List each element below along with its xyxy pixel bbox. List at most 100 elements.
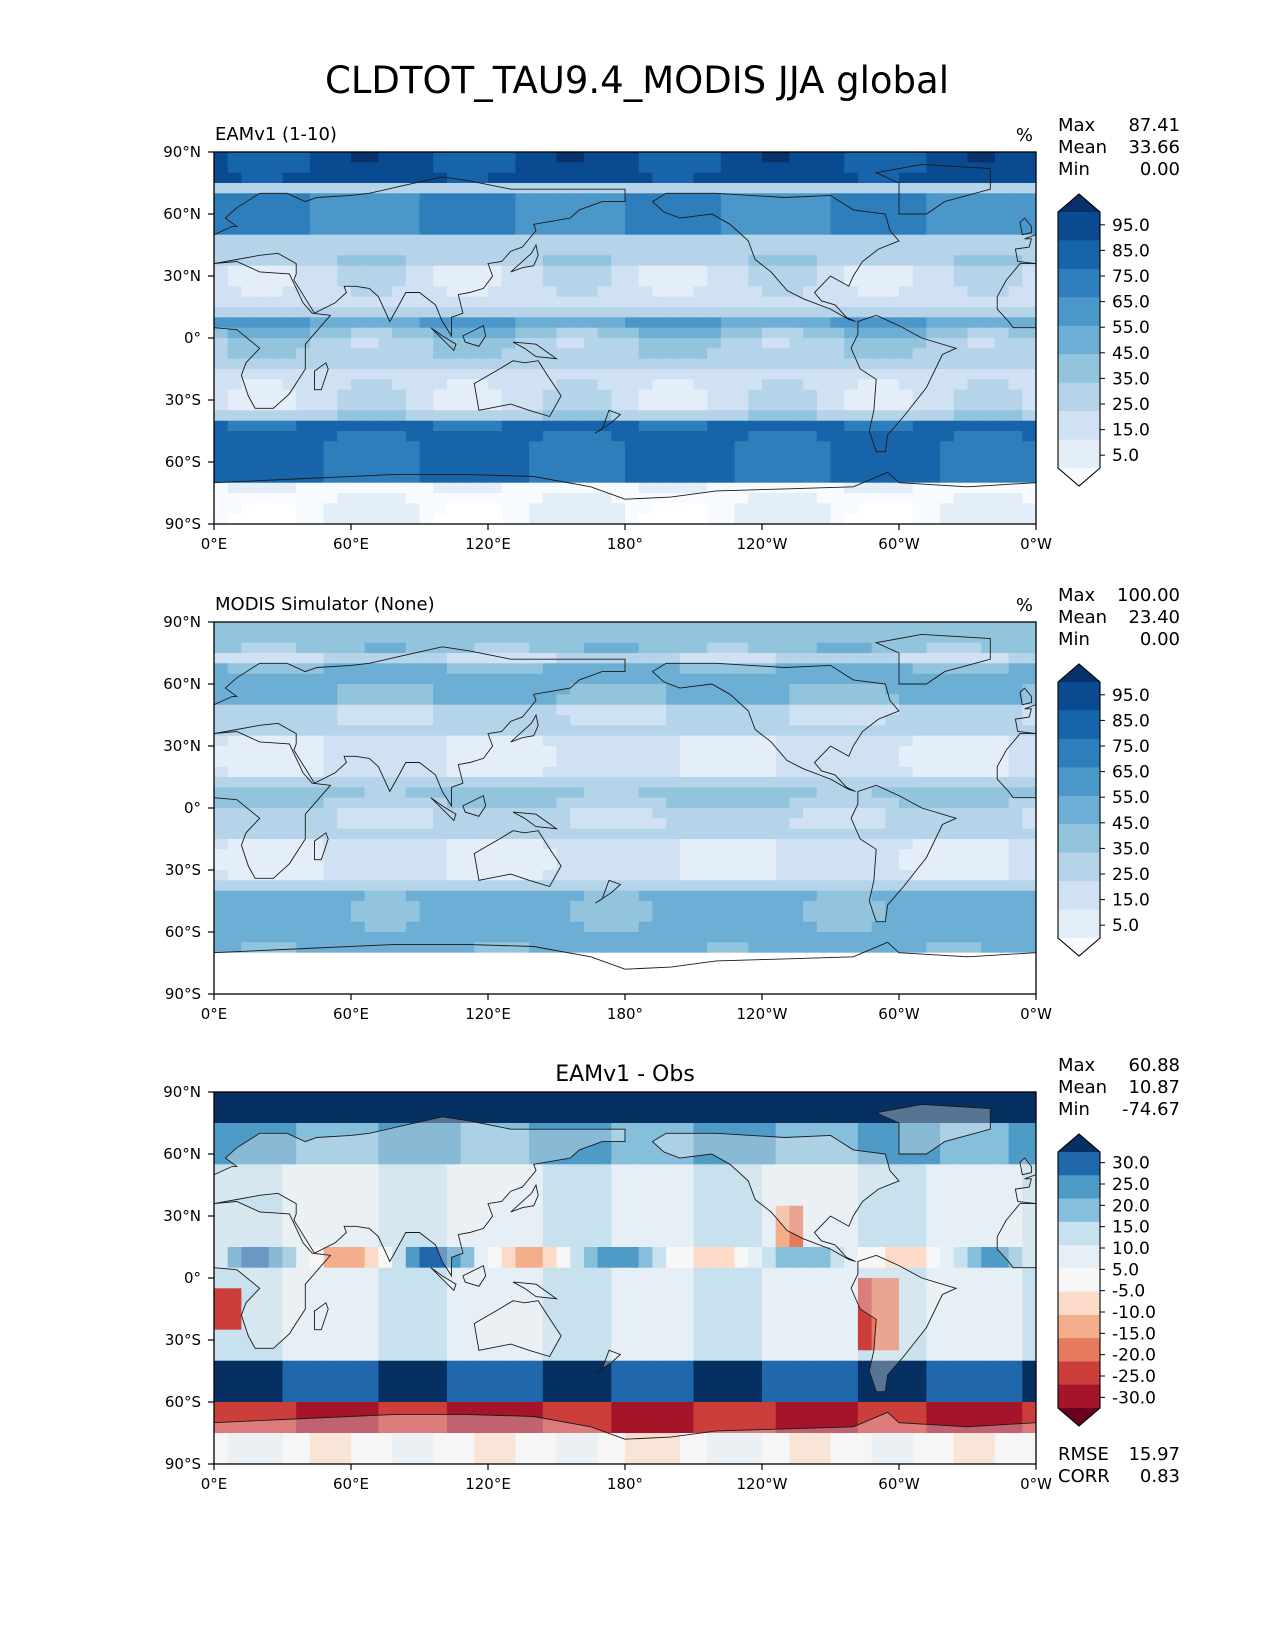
field-cell	[775, 317, 790, 329]
field-cell	[994, 214, 1010, 225]
field-cell	[734, 338, 749, 349]
field-cell	[625, 704, 640, 716]
field-cell	[803, 493, 818, 504]
field-cell	[707, 348, 722, 360]
field-cell	[515, 183, 530, 194]
field-cell	[419, 482, 434, 494]
field-cell	[419, 410, 434, 422]
field-cell	[214, 327, 229, 339]
field-cell	[981, 890, 996, 902]
field-cell	[625, 746, 640, 757]
colorbar-label: 85.0	[1112, 241, 1150, 261]
field-cell	[981, 797, 996, 809]
field-cell	[419, 152, 434, 163]
field-cell	[912, 818, 927, 830]
field-cell	[720, 451, 736, 463]
field-cell	[816, 704, 832, 716]
field-cell	[364, 942, 379, 954]
field-cell	[666, 963, 681, 974]
field-cell	[926, 715, 941, 726]
field-cell	[1022, 431, 1036, 442]
field-cell	[296, 358, 311, 370]
field-cell	[488, 684, 503, 695]
stat-value: 23.40	[1128, 607, 1180, 628]
field-cell	[282, 214, 297, 225]
field-cell	[693, 441, 708, 453]
colorbar-swatch	[1058, 382, 1100, 412]
field-cell	[871, 1164, 886, 1176]
field-cell	[830, 296, 845, 308]
field-cell	[446, 952, 462, 964]
field-cell	[351, 245, 366, 256]
field-cell	[515, 307, 530, 318]
field-cell	[707, 307, 722, 318]
field-cell	[748, 983, 763, 994]
field-cell	[378, 735, 393, 747]
field-cell	[871, 224, 886, 236]
field-cell	[255, 276, 270, 287]
field-cell	[707, 317, 722, 329]
field-cell	[899, 482, 914, 494]
field-cell	[556, 203, 571, 215]
field-cell	[693, 756, 708, 768]
field-cell	[981, 1123, 996, 1134]
field-cell	[488, 389, 503, 401]
field-cell	[748, 787, 763, 799]
field-cell	[323, 828, 338, 840]
field-cell	[940, 348, 955, 360]
field-cell	[885, 715, 900, 726]
field-cell	[857, 482, 873, 494]
field-cell	[446, 932, 462, 943]
field-cell	[433, 203, 448, 215]
field-cell	[570, 296, 585, 308]
field-cell	[720, 307, 736, 318]
field-cell	[734, 704, 749, 716]
field-cell	[666, 1112, 681, 1124]
field-cell	[378, 622, 393, 633]
field-cell	[625, 622, 640, 633]
field-cell	[364, 828, 379, 840]
field-cell	[885, 942, 900, 954]
field-cell	[844, 162, 859, 174]
field-cell	[446, 1143, 462, 1155]
field-cell	[611, 663, 626, 675]
field-cell	[816, 327, 832, 339]
field-cell	[707, 193, 722, 205]
field-cell	[1008, 379, 1023, 391]
field-cell	[679, 265, 695, 277]
field-cell	[337, 911, 352, 923]
field-cell	[515, 890, 530, 902]
field-cell	[871, 766, 886, 778]
field-cell	[994, 870, 1010, 881]
colorbar-extend-bottom	[1058, 468, 1100, 486]
field-cell	[762, 632, 777, 644]
field-cell	[871, 183, 886, 194]
field-cell	[625, 1112, 640, 1124]
field-cell	[871, 787, 886, 799]
field-cell	[707, 338, 722, 349]
field-cell	[994, 963, 1010, 974]
field-cell	[611, 839, 626, 850]
field-cell	[446, 276, 462, 287]
field-cell	[419, 162, 434, 174]
field-cell	[255, 642, 270, 654]
field-cell	[707, 441, 722, 453]
field-cell	[214, 735, 229, 747]
field-cell	[1022, 162, 1036, 174]
field-cell	[597, 265, 612, 277]
field-cell	[460, 890, 475, 902]
field-cell	[282, 901, 297, 912]
field-cell	[364, 369, 379, 380]
field-cell	[583, 224, 599, 236]
coastline	[874, 163, 991, 215]
field-cell	[282, 389, 297, 401]
field-cell	[967, 673, 982, 685]
field-cell	[734, 828, 749, 840]
field-cell	[583, 317, 599, 329]
field-cell	[570, 870, 585, 881]
field-cell	[720, 224, 736, 236]
field-cell	[981, 410, 996, 422]
field-cell	[446, 503, 462, 515]
field-cell	[529, 684, 544, 695]
field-cell	[570, 828, 585, 840]
